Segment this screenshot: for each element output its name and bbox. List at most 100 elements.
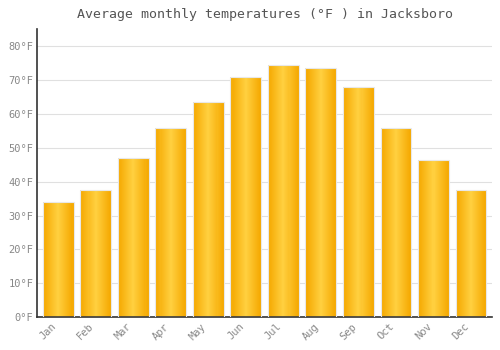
Bar xyxy=(51,202,52,317)
Bar xyxy=(271,65,272,317)
Bar xyxy=(82,190,84,317)
Bar xyxy=(272,65,273,317)
Bar xyxy=(421,160,422,317)
Bar xyxy=(202,102,203,317)
Bar xyxy=(136,158,138,317)
Bar xyxy=(50,202,51,317)
Bar xyxy=(196,102,197,317)
Bar xyxy=(72,202,74,317)
Bar xyxy=(474,190,475,317)
Bar xyxy=(410,128,412,317)
Bar xyxy=(206,102,208,317)
Bar xyxy=(292,65,294,317)
Bar xyxy=(102,190,103,317)
Bar xyxy=(316,68,317,317)
Bar xyxy=(61,202,62,317)
Bar xyxy=(193,102,194,317)
Bar xyxy=(347,87,348,317)
Bar xyxy=(399,128,400,317)
Bar xyxy=(282,65,284,317)
Bar xyxy=(306,68,308,317)
Bar xyxy=(346,87,347,317)
Bar xyxy=(92,190,94,317)
Bar xyxy=(166,128,168,317)
Bar xyxy=(242,77,244,317)
Bar xyxy=(398,128,399,317)
Bar xyxy=(380,128,382,317)
Bar xyxy=(182,128,183,317)
Bar xyxy=(248,77,249,317)
Bar xyxy=(160,128,162,317)
Bar xyxy=(473,190,474,317)
Bar xyxy=(273,65,274,317)
Bar xyxy=(52,202,53,317)
Bar xyxy=(482,190,484,317)
Bar xyxy=(210,102,212,317)
Bar xyxy=(118,158,119,317)
Bar xyxy=(70,202,72,317)
Bar xyxy=(107,190,108,317)
Bar xyxy=(246,77,247,317)
Bar xyxy=(470,190,471,317)
Bar xyxy=(475,190,476,317)
Bar xyxy=(258,77,259,317)
Bar xyxy=(320,68,321,317)
Bar xyxy=(278,65,279,317)
Bar xyxy=(54,202,55,317)
Bar xyxy=(197,102,198,317)
Bar xyxy=(333,68,334,317)
Bar xyxy=(384,128,386,317)
Bar xyxy=(312,68,314,317)
Bar xyxy=(380,128,412,317)
Bar xyxy=(185,128,186,317)
Bar xyxy=(318,68,319,317)
Bar xyxy=(172,128,173,317)
Bar xyxy=(418,160,419,317)
Bar xyxy=(119,158,120,317)
Bar xyxy=(245,77,246,317)
Bar xyxy=(184,128,185,317)
Bar xyxy=(330,68,331,317)
Bar xyxy=(324,68,325,317)
Bar xyxy=(370,87,372,317)
Bar xyxy=(354,87,356,317)
Bar xyxy=(98,190,99,317)
Bar xyxy=(440,160,442,317)
Bar xyxy=(397,128,398,317)
Bar xyxy=(230,77,261,317)
Bar xyxy=(390,128,391,317)
Bar xyxy=(422,160,423,317)
Bar xyxy=(49,202,50,317)
Bar xyxy=(484,190,486,317)
Bar xyxy=(389,128,390,317)
Bar xyxy=(218,102,220,317)
Bar xyxy=(204,102,205,317)
Bar xyxy=(251,77,252,317)
Bar xyxy=(432,160,434,317)
Bar xyxy=(156,128,158,317)
Bar xyxy=(144,158,146,317)
Bar xyxy=(132,158,133,317)
Bar xyxy=(358,87,360,317)
Bar xyxy=(134,158,136,317)
Bar xyxy=(270,65,271,317)
Bar xyxy=(59,202,60,317)
Bar xyxy=(476,190,477,317)
Bar xyxy=(434,160,436,317)
Bar xyxy=(335,68,336,317)
Bar xyxy=(329,68,330,317)
Bar xyxy=(310,68,312,317)
Bar xyxy=(343,87,374,317)
Bar xyxy=(317,68,318,317)
Bar xyxy=(343,87,344,317)
Bar xyxy=(214,102,216,317)
Bar xyxy=(464,190,465,317)
Bar xyxy=(465,190,466,317)
Bar xyxy=(194,102,195,317)
Bar xyxy=(105,190,106,317)
Bar xyxy=(366,87,368,317)
Bar xyxy=(462,190,463,317)
Bar xyxy=(402,128,403,317)
Bar xyxy=(62,202,64,317)
Bar xyxy=(286,65,288,317)
